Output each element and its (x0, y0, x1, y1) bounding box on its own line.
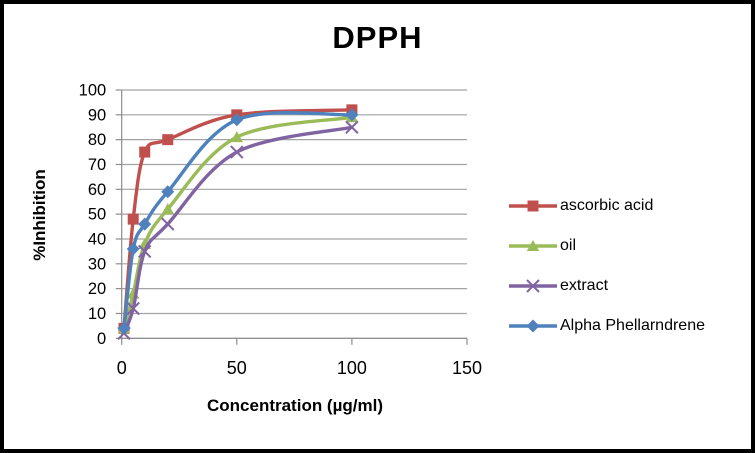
y-tick-label: 40 (88, 230, 106, 248)
legend-item-extract: extract (508, 266, 705, 306)
series-line-ascorbic-acid (122, 108, 354, 331)
marker-alpha-phellarndrene (138, 217, 152, 231)
y-tick-label: 30 (88, 255, 106, 273)
legend-item-alpha-phellarndrene: Alpha Phellarndrene (508, 306, 705, 346)
marker-alpha-phellarndrene (345, 108, 359, 122)
legend-item-ascorbic-acid: ascorbic acid (508, 186, 705, 226)
x-tick-label: 100 (337, 358, 367, 378)
x-tick-label: 50 (227, 358, 247, 378)
legend-item-oil: oil (508, 226, 705, 266)
legend-marker-ascorbic-acid (527, 200, 539, 212)
marker-oil (161, 203, 174, 215)
legend: ascorbic acid oil extract Alpha Phellarndre… (508, 186, 705, 346)
marker-alpha-phellarndrene (230, 113, 244, 127)
legend-marker-oil (526, 240, 540, 251)
legend-swatch-alpha-phellarndrene (509, 319, 557, 333)
legend-label-alpha-phellarndrene: Alpha Phellarndrene (560, 317, 705, 334)
y-tick-label: 60 (88, 181, 106, 199)
legend-label-extract: extract (560, 277, 609, 294)
marker-extract (230, 145, 244, 159)
marker-ascorbic-acid (127, 213, 139, 225)
marker-ascorbic-acid (139, 146, 151, 158)
legend-marker-alpha-phellarndrene (526, 319, 540, 333)
legend-label-ascorbic-acid: ascorbic acid (560, 197, 654, 214)
marker-alpha-phellarndrene (126, 242, 140, 256)
y-tick-label: 10 (88, 305, 106, 323)
legend-swatch-extract (509, 279, 557, 293)
series-line-extract (122, 125, 354, 336)
y-tick-label: 0 (97, 330, 106, 348)
y-tick-label: 90 (88, 106, 106, 124)
y-tick-label: 20 (88, 280, 106, 298)
legend-swatch-ascorbic-acid (509, 200, 557, 212)
marker-alpha-phellarndrene (117, 321, 131, 335)
marker-extract (161, 217, 175, 231)
y-tick-label: 50 (88, 206, 106, 224)
y-tick-label: 70 (88, 156, 106, 174)
marker-extract (138, 244, 152, 259)
legend-swatch-oil (509, 240, 557, 251)
marker-ascorbic-acid (162, 134, 174, 146)
x-tick-label: 150 (452, 358, 482, 378)
marker-extract (126, 301, 140, 316)
x-axis-title: Concentration (µg/ml) (206, 396, 383, 415)
chart-title: DPPH (332, 20, 423, 55)
y-tick-label: 80 (88, 131, 106, 149)
marker-alpha-phellarndrene (161, 185, 175, 199)
series-line-oil (122, 115, 354, 331)
legend-marker-extract (526, 279, 540, 293)
legend-label-oil: oil (560, 237, 577, 254)
plot-area: 0 10 20 30 40 50 60 70 80 90 100 0 50 100 150 (79, 82, 482, 379)
x-tick-label: 0 (117, 358, 127, 378)
marker-oil (230, 131, 243, 143)
y-tick-label: 100 (79, 82, 107, 100)
marker-extract (345, 120, 359, 134)
